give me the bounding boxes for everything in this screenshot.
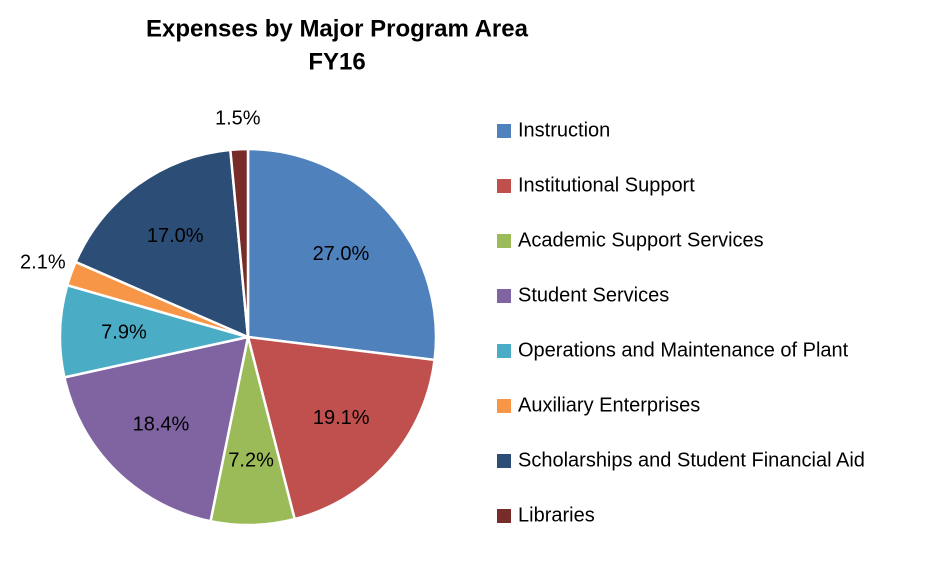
legend-swatch [497, 124, 511, 138]
data-label: 1.5% [215, 108, 261, 130]
pie-slice [246, 335, 436, 521]
legend-label: Academic Support Services [518, 229, 764, 251]
data-label: 7.2% [228, 449, 274, 471]
legend-swatch [497, 454, 511, 468]
data-label: 17.0% [147, 225, 204, 247]
legend-swatch [497, 399, 511, 413]
pie-slice [58, 283, 249, 379]
pie-slice [246, 147, 438, 362]
legend-label: Operations and Maintenance of Plant [518, 339, 849, 361]
legend-label: Scholarships and Student Financial Aid [518, 449, 865, 471]
data-label: 18.4% [133, 414, 190, 436]
pie-slice [73, 148, 250, 339]
data-label: 19.1% [313, 407, 370, 429]
legend-swatch [497, 344, 511, 358]
legend-label: Auxiliary Enterprises [518, 394, 700, 416]
legend-label: Instruction [518, 119, 610, 141]
data-label: 2.1% [20, 252, 66, 274]
pie-slice [62, 335, 250, 523]
data-label: 27.0% [313, 243, 370, 265]
data-label: 7.9% [101, 321, 147, 343]
legend-swatch [497, 179, 511, 193]
legend-swatch [497, 234, 511, 248]
pie-slice [228, 147, 250, 338]
legend-label: Institutional Support [518, 174, 695, 196]
chart-subtitle: FY16 [308, 48, 365, 75]
legend-label: Student Services [518, 284, 669, 306]
chart-title: Expenses by Major Program Area [146, 15, 529, 42]
legend-label: Libraries [518, 504, 595, 526]
legend-swatch [497, 289, 511, 303]
legend-swatch [497, 509, 511, 523]
